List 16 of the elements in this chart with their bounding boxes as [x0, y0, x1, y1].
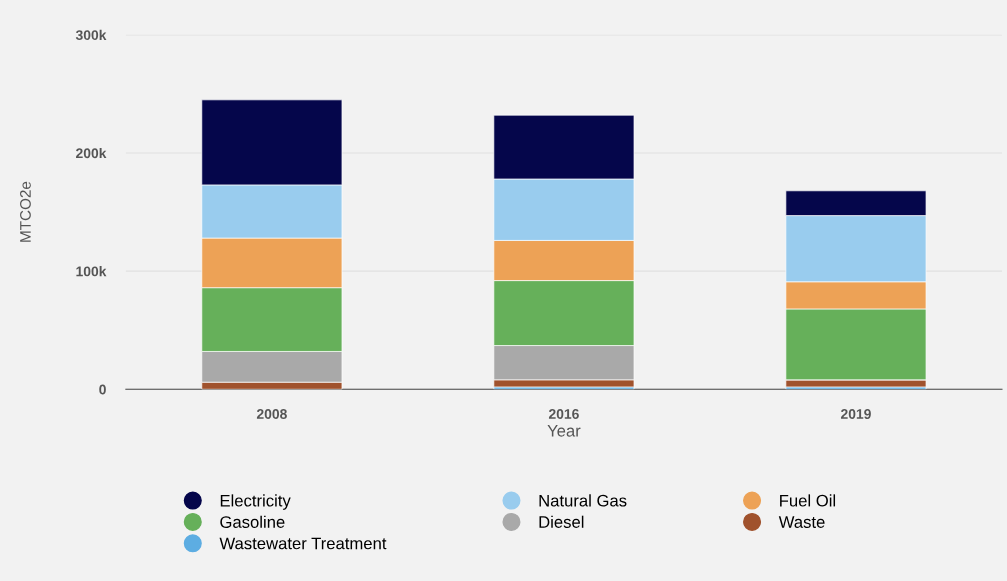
- x-tick-label: 2019: [840, 409, 871, 419]
- x-tick-label: 2016: [548, 409, 579, 419]
- legend-label: Wastewater Treatment: [219, 537, 387, 550]
- y-tick-label: 0: [99, 384, 106, 395]
- legend-label: Natural Gas: [539, 494, 627, 507]
- legend-label: Fuel Oil: [780, 494, 836, 507]
- y-tick-label: 200k: [76, 147, 107, 159]
- y-tick-label: 100k: [76, 266, 107, 277]
- y-tick-label: 300k: [75, 29, 107, 41]
- legend-label: Gasoline: [220, 515, 285, 528]
- x-axis-title: Year: [547, 425, 581, 437]
- legend-label: Waste: [778, 516, 825, 528]
- y-axis-title: MTCO2e: [20, 181, 31, 242]
- x-tick-label: 2008: [256, 409, 287, 419]
- legend-label: Diesel: [539, 515, 584, 528]
- legend-label: Electricity: [220, 494, 291, 510]
